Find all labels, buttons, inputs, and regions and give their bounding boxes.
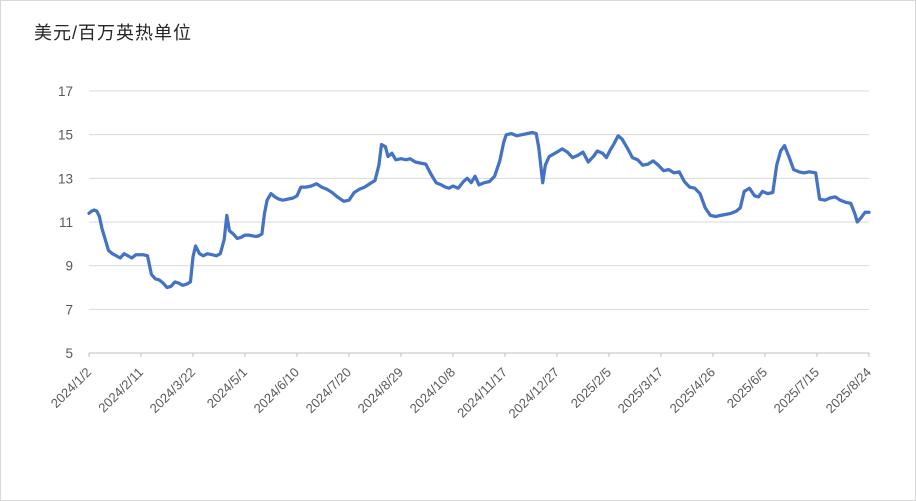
y-axis-label: 15 bbox=[58, 128, 73, 143]
x-axis-label: 2024/7/20 bbox=[303, 365, 355, 417]
x-axis-label: 2024/11/17 bbox=[454, 365, 510, 421]
y-axis-label: 7 bbox=[65, 302, 73, 317]
y-axis-label: 17 bbox=[58, 84, 73, 99]
y-axis-label: 5 bbox=[65, 346, 73, 361]
x-axis-label: 2025/8/24 bbox=[823, 365, 875, 417]
x-axis-label: 2025/3/17 bbox=[615, 365, 667, 417]
x-axis-label: 2024/6/10 bbox=[251, 365, 303, 417]
x-axis-label: 2024/10/8 bbox=[407, 365, 459, 417]
x-axis-label: 2024/5/1 bbox=[204, 365, 250, 411]
x-axis-label: 2024/12/27 bbox=[505, 365, 562, 422]
y-axis-label: 13 bbox=[58, 171, 73, 186]
x-axis-label: 2024/8/29 bbox=[355, 365, 407, 417]
y-axis-label: 9 bbox=[65, 259, 73, 274]
x-axis-label: 2024/2/11 bbox=[95, 365, 146, 416]
x-axis-label: 2025/7/15 bbox=[771, 365, 823, 417]
x-axis-label: 2025/4/26 bbox=[667, 365, 719, 417]
x-axis-label: 2025/2/5 bbox=[568, 365, 614, 411]
price-series-line bbox=[87, 130, 871, 290]
chart-title: 美元/百万英热单位 bbox=[34, 23, 193, 43]
x-axis-label: 2024/3/22 bbox=[147, 365, 199, 417]
x-axis-label: 2024/1/2 bbox=[48, 365, 94, 411]
x-axis-label: 2025/6/5 bbox=[724, 365, 770, 411]
y-axis-label: 11 bbox=[59, 215, 73, 230]
